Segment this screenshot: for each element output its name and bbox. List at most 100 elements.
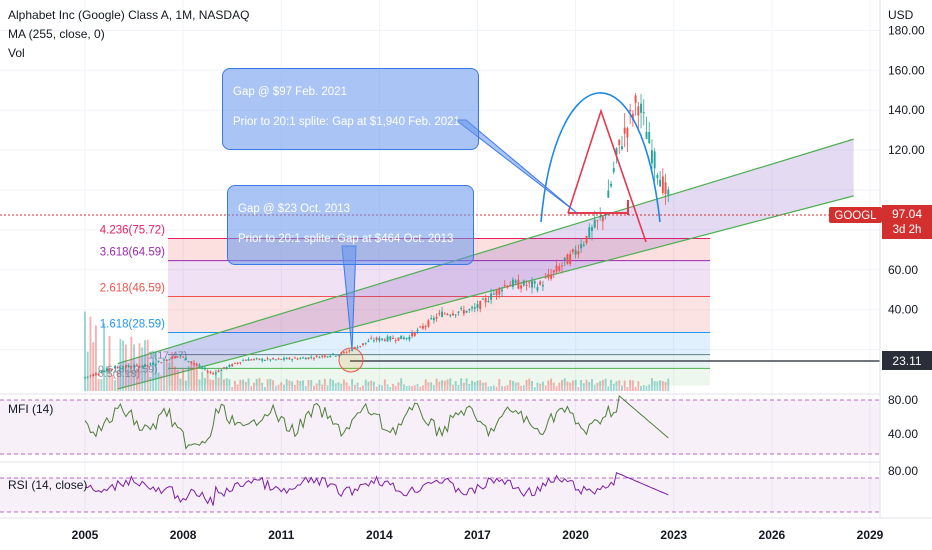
- volume-bar-183: [582, 383, 585, 391]
- mfi-tick-1: 40.00: [888, 427, 918, 441]
- candle-body-44: [203, 367, 206, 370]
- candle-body-153: [501, 289, 503, 292]
- candle-body-165: [533, 281, 536, 284]
- volume-bar-77: [293, 384, 296, 391]
- candle-body-131: [441, 311, 444, 317]
- candle-body-107: [375, 337, 378, 340]
- volume-bar-51: [223, 379, 225, 391]
- candle-body-122: [416, 329, 419, 332]
- candle-body-174: [558, 266, 561, 271]
- candle-body-119: [408, 336, 411, 340]
- candle-body-163: [528, 282, 531, 284]
- triangle-pattern: [567, 108, 647, 243]
- mfi-tick-0: 80.00: [888, 393, 918, 407]
- volume-bar-59: [244, 381, 247, 391]
- currency-label: USD: [888, 8, 914, 22]
- volume-bar-76: [291, 381, 294, 391]
- volume-bar-154: [503, 386, 506, 391]
- volume-bar-1: [86, 351, 89, 391]
- volume-bar-31: [168, 362, 171, 391]
- candle-body-21: [141, 366, 144, 368]
- candle-body-120: [411, 332, 414, 337]
- volume-bar-177: [566, 381, 569, 391]
- volume-bar-73: [283, 384, 285, 391]
- volume-bar-158: [514, 382, 517, 391]
- volume-bar-133: [446, 379, 449, 391]
- candle-body-116: [400, 335, 403, 340]
- volume-bar-191: [604, 378, 607, 391]
- candle-body-176: [563, 257, 566, 260]
- candle-body-12: [116, 367, 119, 369]
- candle-body-208: [650, 150, 653, 164]
- callout-2021-line1: Gap @ $97 Feb. 2021: [233, 86, 347, 98]
- candle-body-198: [623, 127, 626, 134]
- volume-bar-161: [522, 385, 525, 391]
- volume-bar-74: [285, 379, 288, 391]
- candle-body-43: [201, 367, 204, 369]
- candle-body-37: [184, 357, 187, 361]
- volume-bar-54: [231, 386, 234, 391]
- volume-bar-79: [299, 381, 302, 391]
- y-tick-3: 120.00: [888, 143, 925, 157]
- candle-body-103: [364, 342, 367, 344]
- candle-body-82: [307, 357, 310, 359]
- callout-gap-2021: Gap @ $97 Feb. 2021 Prior to 20:1 splite…: [222, 68, 479, 150]
- volume-bar-103: [364, 379, 367, 391]
- volume-bar-102: [362, 385, 364, 391]
- candle-body-19: [135, 364, 138, 366]
- candle-body-214: [667, 189, 670, 196]
- price-badge-bg: [882, 205, 932, 239]
- candle-body-151: [495, 289, 498, 296]
- volume-bar-193: [610, 379, 613, 391]
- candle-body-31: [168, 359, 171, 361]
- volume-bar-168: [541, 381, 544, 391]
- volume-bar-127: [430, 382, 433, 391]
- volume-bar-196: [618, 380, 621, 391]
- volume-bar-182: [580, 380, 583, 391]
- candle-body-23: [146, 365, 149, 367]
- volume-bar-208: [650, 378, 653, 391]
- candle-body-210: [656, 174, 659, 179]
- volume-bar-190: [601, 380, 604, 391]
- candle-body-68: [269, 359, 272, 361]
- candle-body-2: [89, 375, 92, 377]
- candle-body-167: [539, 281, 542, 285]
- volume-bar-111: [386, 384, 389, 391]
- volume-bar-174: [558, 382, 561, 391]
- volume-bar-214: [667, 378, 670, 391]
- candle-body-192: [607, 190, 610, 198]
- candle-body-113: [392, 337, 394, 340]
- volume-bar-171: [550, 378, 553, 391]
- volume-bar-27: [157, 372, 160, 391]
- volume-bar-116: [400, 378, 403, 391]
- volume-bar-49: [217, 377, 220, 391]
- volume-bar-95: [342, 379, 345, 391]
- candle-body-111: [386, 336, 389, 342]
- candle-body-125: [424, 325, 427, 327]
- candle-body-53: [228, 365, 231, 367]
- volume-bar-72: [280, 382, 283, 391]
- fib-label-1: 3.618(64.59): [100, 247, 165, 259]
- volume-bar-13: [119, 338, 122, 391]
- volume-bar-160: [520, 385, 523, 391]
- volume-bar-175: [561, 380, 563, 391]
- symbol-badge-bg: [829, 207, 882, 223]
- candle-body-101: [359, 346, 362, 348]
- volume-bar-24: [149, 377, 152, 391]
- volume-bar-12: [116, 371, 119, 391]
- rsi-tick-0: 80.00: [888, 464, 918, 478]
- volume-bar-4: [94, 325, 97, 391]
- volume-bar-139: [462, 382, 465, 391]
- candle-body-36: [182, 356, 185, 358]
- candle-body-3: [92, 374, 95, 377]
- volume-bar-122: [416, 384, 419, 391]
- y-tick-0: 180.00: [888, 23, 925, 37]
- volume-bar-149: [490, 386, 493, 391]
- volume-bar-150: [492, 385, 495, 391]
- volume-bar-162: [525, 379, 528, 391]
- candle-body-213: [664, 182, 667, 195]
- candle-body-183: [582, 244, 585, 246]
- volume-bar-203: [637, 381, 640, 391]
- candle-body-64: [258, 358, 261, 360]
- x-tick-5: 2020: [562, 528, 589, 542]
